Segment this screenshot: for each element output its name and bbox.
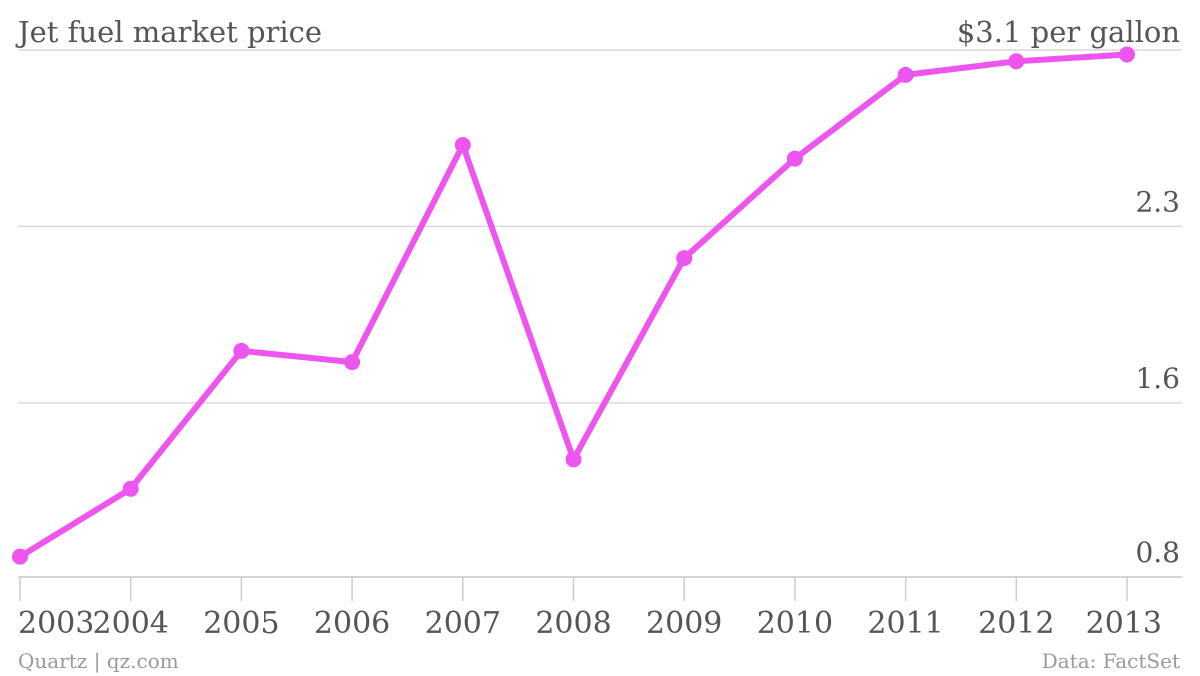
data-point-2008 bbox=[565, 451, 582, 468]
data-point-2005 bbox=[233, 342, 250, 359]
x-tick-label: 2008 bbox=[535, 606, 611, 641]
y-tick-labels: 0.8 1.6 2.3 bbox=[1135, 185, 1180, 569]
x-tick-label: 2012 bbox=[978, 606, 1054, 641]
x-tick-marks bbox=[19, 577, 1128, 601]
data-point-2012 bbox=[1008, 53, 1025, 70]
data-credit: Data: FactSet bbox=[1042, 649, 1180, 673]
data-point-2009 bbox=[676, 250, 693, 267]
gridlines bbox=[18, 49, 1182, 578]
x-tick-label: 2003 bbox=[18, 606, 94, 641]
data-point-2011 bbox=[897, 66, 914, 83]
data-point-2010 bbox=[786, 150, 803, 167]
x-tick-label: 2005 bbox=[203, 606, 279, 641]
series-layer bbox=[12, 46, 1135, 565]
x-tick-label: 2011 bbox=[867, 606, 943, 641]
y-tick-label: 0.8 bbox=[1135, 536, 1180, 569]
chart-title: Jet fuel market price bbox=[15, 15, 322, 49]
series-line bbox=[17, 51, 1130, 560]
x-tick-label: 2009 bbox=[646, 606, 722, 641]
x-tick-label: 2013 bbox=[1086, 606, 1162, 641]
y-tick-label: 1.6 bbox=[1135, 362, 1180, 395]
source-label: Quartz | qz.com bbox=[18, 649, 179, 674]
x-tick-label: 2010 bbox=[757, 606, 833, 641]
x-tick-label: 2007 bbox=[425, 606, 501, 641]
x-tick-label: 2004 bbox=[93, 606, 169, 641]
data-point-2006 bbox=[344, 354, 361, 371]
top-unit-label: $3.1 per gallon bbox=[957, 15, 1180, 49]
x-tick-label: 2006 bbox=[314, 606, 390, 641]
data-point-2007 bbox=[454, 136, 471, 153]
data-point-2004 bbox=[122, 480, 139, 497]
y-tick-label: 2.3 bbox=[1135, 185, 1180, 218]
data-point-2013 bbox=[1119, 46, 1135, 63]
data-point-2003 bbox=[12, 548, 28, 565]
